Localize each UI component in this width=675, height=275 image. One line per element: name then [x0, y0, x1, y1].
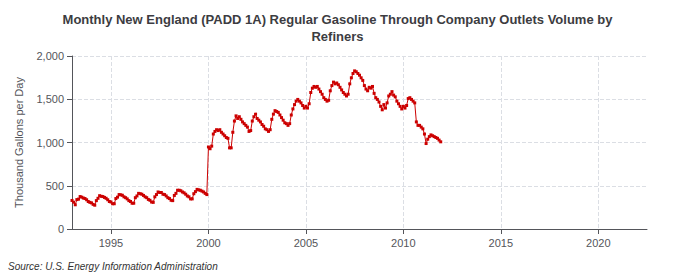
svg-text:1,000: 1,000: [36, 137, 64, 149]
svg-text:2020: 2020: [586, 237, 610, 249]
svg-text:2000: 2000: [196, 237, 220, 249]
svg-text:2,000: 2,000: [36, 50, 64, 62]
svg-text:Monthly New England (PADD 1A): Monthly New England (PADD 1A) Regular Ga…: [63, 12, 614, 27]
svg-text:2010: 2010: [391, 237, 415, 249]
svg-text:1,500: 1,500: [36, 93, 64, 105]
svg-text:0: 0: [58, 223, 64, 235]
svg-text:Refiners: Refiners: [311, 29, 363, 44]
svg-text:500: 500: [46, 180, 64, 192]
svg-text:2015: 2015: [489, 237, 513, 249]
svg-text:Source: U.S. Energy Informatio: Source: U.S. Energy Information Administ…: [8, 261, 218, 272]
svg-text:2005: 2005: [294, 237, 318, 249]
svg-text:1995: 1995: [99, 237, 123, 249]
svg-text:Thousand Gallons per Day: Thousand Gallons per Day: [13, 77, 25, 208]
